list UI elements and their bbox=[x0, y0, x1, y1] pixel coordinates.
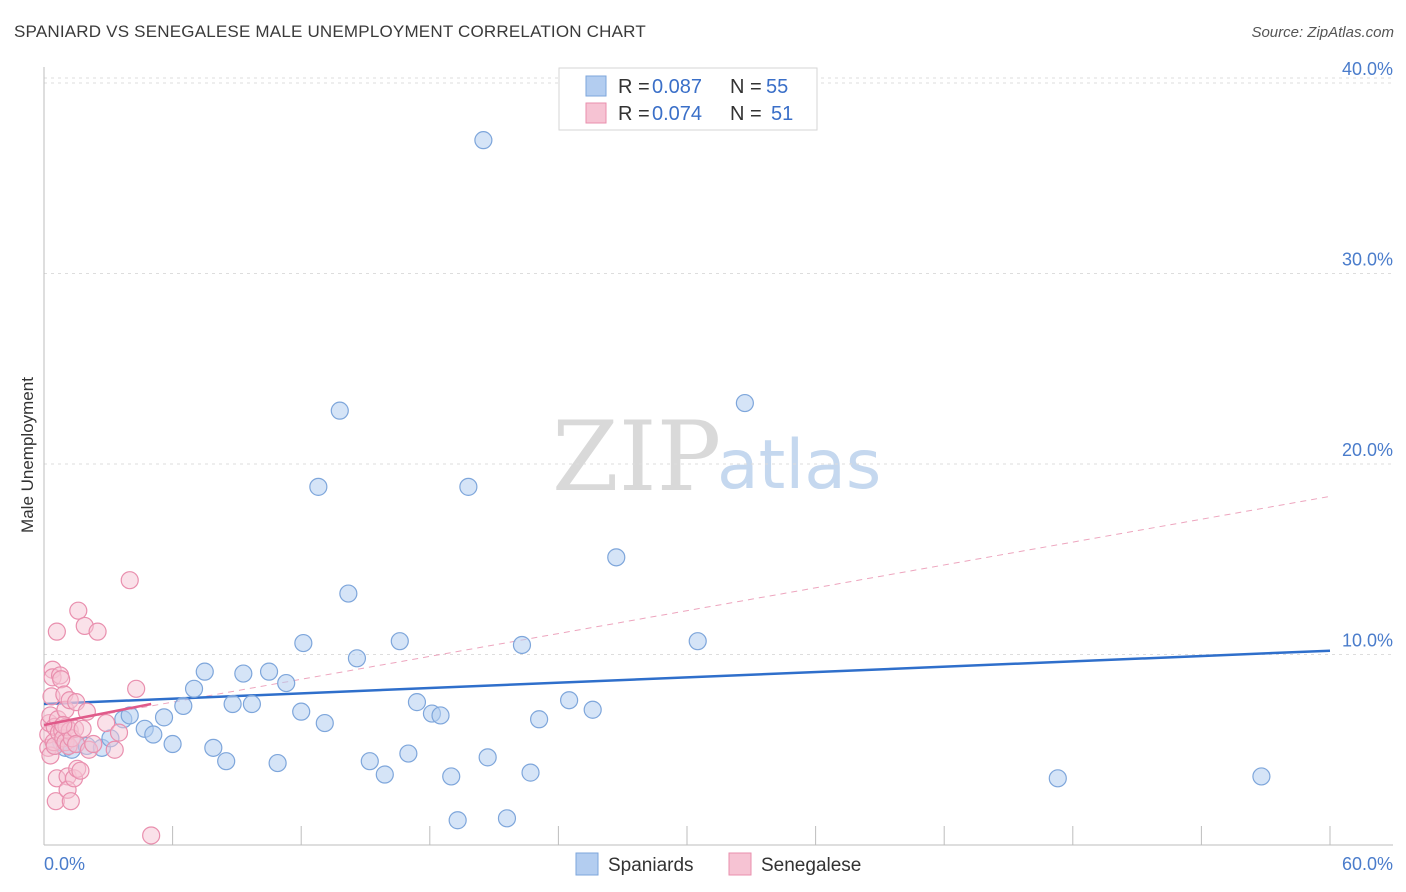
legend-r-label-2: R = bbox=[618, 103, 650, 125]
legend-n-value-2: 51 bbox=[771, 103, 793, 125]
grid-lines bbox=[44, 77, 1393, 655]
spaniards-point-26 bbox=[294, 633, 313, 653]
senegalese-point-43 bbox=[88, 622, 107, 641]
senegalese-trend-line bbox=[43, 702, 152, 727]
x-tick-label-max: 60.0% bbox=[1342, 854, 1393, 874]
spaniards-point-27 bbox=[309, 477, 328, 496]
senegalese-point-17 bbox=[52, 670, 71, 689]
spaniards-point-34 bbox=[390, 632, 409, 651]
senegalese-point-48 bbox=[127, 679, 146, 698]
spaniards-trend-line bbox=[43, 649, 1331, 706]
bottom-legend-swatch-spaniards bbox=[575, 852, 599, 876]
bottom-legend-label-spaniards: Spaniards bbox=[608, 855, 694, 876]
spaniards-point-33 bbox=[375, 765, 394, 784]
legend-swatch-senegalese bbox=[585, 102, 607, 124]
spaniards-point-48 bbox=[560, 691, 579, 710]
spaniards-point-23 bbox=[268, 753, 287, 773]
spaniards-point-41 bbox=[459, 477, 478, 496]
spaniards-point-32 bbox=[360, 752, 379, 771]
senegalese-point-47 bbox=[120, 571, 139, 590]
source-label: Source: ZipAtlas.com bbox=[1251, 24, 1394, 41]
senegalese-point-42 bbox=[84, 734, 103, 754]
legend-r-value-2: 0.074 bbox=[652, 103, 702, 125]
senegalese-point-44 bbox=[97, 713, 116, 733]
correlation-legend: R = 0.087 N = 55 R = 0.074 N = 51 bbox=[558, 67, 818, 131]
trend-lines bbox=[43, 495, 1331, 726]
spaniards-point-28 bbox=[315, 713, 334, 733]
legend-swatch-spaniards bbox=[585, 75, 607, 97]
watermark-atlas: atlas bbox=[717, 426, 881, 505]
spaniards-point-24 bbox=[277, 673, 296, 693]
bottom-legend-swatch-senegalese bbox=[728, 852, 752, 876]
spaniards-point-11 bbox=[144, 725, 163, 744]
senegalese-point-45 bbox=[105, 740, 124, 759]
spaniards-point-52 bbox=[735, 393, 754, 413]
spaniards-point-17 bbox=[204, 738, 223, 757]
senegalese-point-46 bbox=[109, 723, 129, 742]
spaniards-point-31 bbox=[347, 649, 367, 668]
spaniards-point-39 bbox=[442, 767, 461, 786]
senegalese-point-49 bbox=[142, 826, 161, 845]
x-ticks bbox=[172, 826, 1331, 845]
spaniards-point-19 bbox=[223, 694, 242, 714]
series-legend: Spaniards Senegalese bbox=[575, 852, 861, 876]
senegalese-point-36 bbox=[69, 601, 88, 620]
legend-n-label-2: N = bbox=[730, 103, 762, 125]
spaniards-point-18 bbox=[217, 752, 236, 771]
bottom-legend-label-senegalese: Senegalese bbox=[761, 855, 861, 876]
y-tick-label-10: 10.0% bbox=[1342, 631, 1393, 651]
x-tick-label-min: 0.0% bbox=[44, 854, 85, 874]
spaniards-point-42 bbox=[474, 131, 493, 150]
spaniards-point-43 bbox=[478, 748, 497, 767]
chart-title: SPANIARD VS SENEGALESE MALE UNEMPLOYMENT… bbox=[14, 22, 646, 41]
spaniards-point-54 bbox=[1252, 767, 1271, 786]
spaniards-point-36 bbox=[407, 693, 427, 712]
spaniards-point-25 bbox=[292, 702, 311, 721]
senegalese-point-29 bbox=[61, 792, 80, 811]
spaniards-point-35 bbox=[399, 744, 418, 763]
senegalese-point-37 bbox=[71, 761, 90, 780]
senegalese-points bbox=[39, 571, 161, 845]
spaniards-point-47 bbox=[530, 710, 549, 729]
spaniards-point-40 bbox=[448, 811, 467, 830]
legend-n-value-1: 55 bbox=[766, 76, 788, 98]
spaniards-point-53 bbox=[1048, 769, 1067, 788]
spaniards-point-44 bbox=[497, 809, 517, 828]
spaniards-point-46 bbox=[521, 763, 540, 782]
legend-r-label-1: R = bbox=[618, 76, 650, 98]
spaniards-point-20 bbox=[234, 664, 253, 683]
spaniards-point-15 bbox=[184, 679, 204, 698]
legend-n-label-1: N = bbox=[730, 76, 762, 98]
y-tick-label-20: 20.0% bbox=[1342, 440, 1393, 460]
spaniards-point-38 bbox=[431, 706, 450, 725]
spaniards-point-16 bbox=[195, 662, 214, 681]
y-tick-label-40: 40.0% bbox=[1342, 59, 1393, 79]
spaniards-point-13 bbox=[163, 734, 182, 754]
y-tick-labels: 10.0% 20.0% 30.0% 40.0% bbox=[1342, 59, 1393, 651]
spaniards-point-22 bbox=[259, 662, 279, 681]
spaniards-point-49 bbox=[583, 700, 602, 719]
spaniards-point-29 bbox=[330, 401, 349, 420]
senegalese-point-38 bbox=[73, 719, 92, 738]
spaniards-point-14 bbox=[174, 696, 193, 716]
legend-r-value-1: 0.087 bbox=[652, 76, 702, 98]
spaniards-point-21 bbox=[242, 694, 262, 714]
spaniards-point-51 bbox=[688, 632, 707, 651]
senegalese-point-12 bbox=[47, 622, 66, 641]
senegalese-trend-extension bbox=[43, 495, 1331, 726]
spaniards-point-50 bbox=[607, 548, 626, 567]
spaniards-point-30 bbox=[339, 584, 358, 603]
spaniards-point-12 bbox=[154, 708, 174, 727]
spaniards-point-45 bbox=[512, 635, 532, 655]
y-tick-label-30: 30.0% bbox=[1342, 250, 1393, 270]
watermark-zip: ZIP bbox=[552, 401, 721, 513]
